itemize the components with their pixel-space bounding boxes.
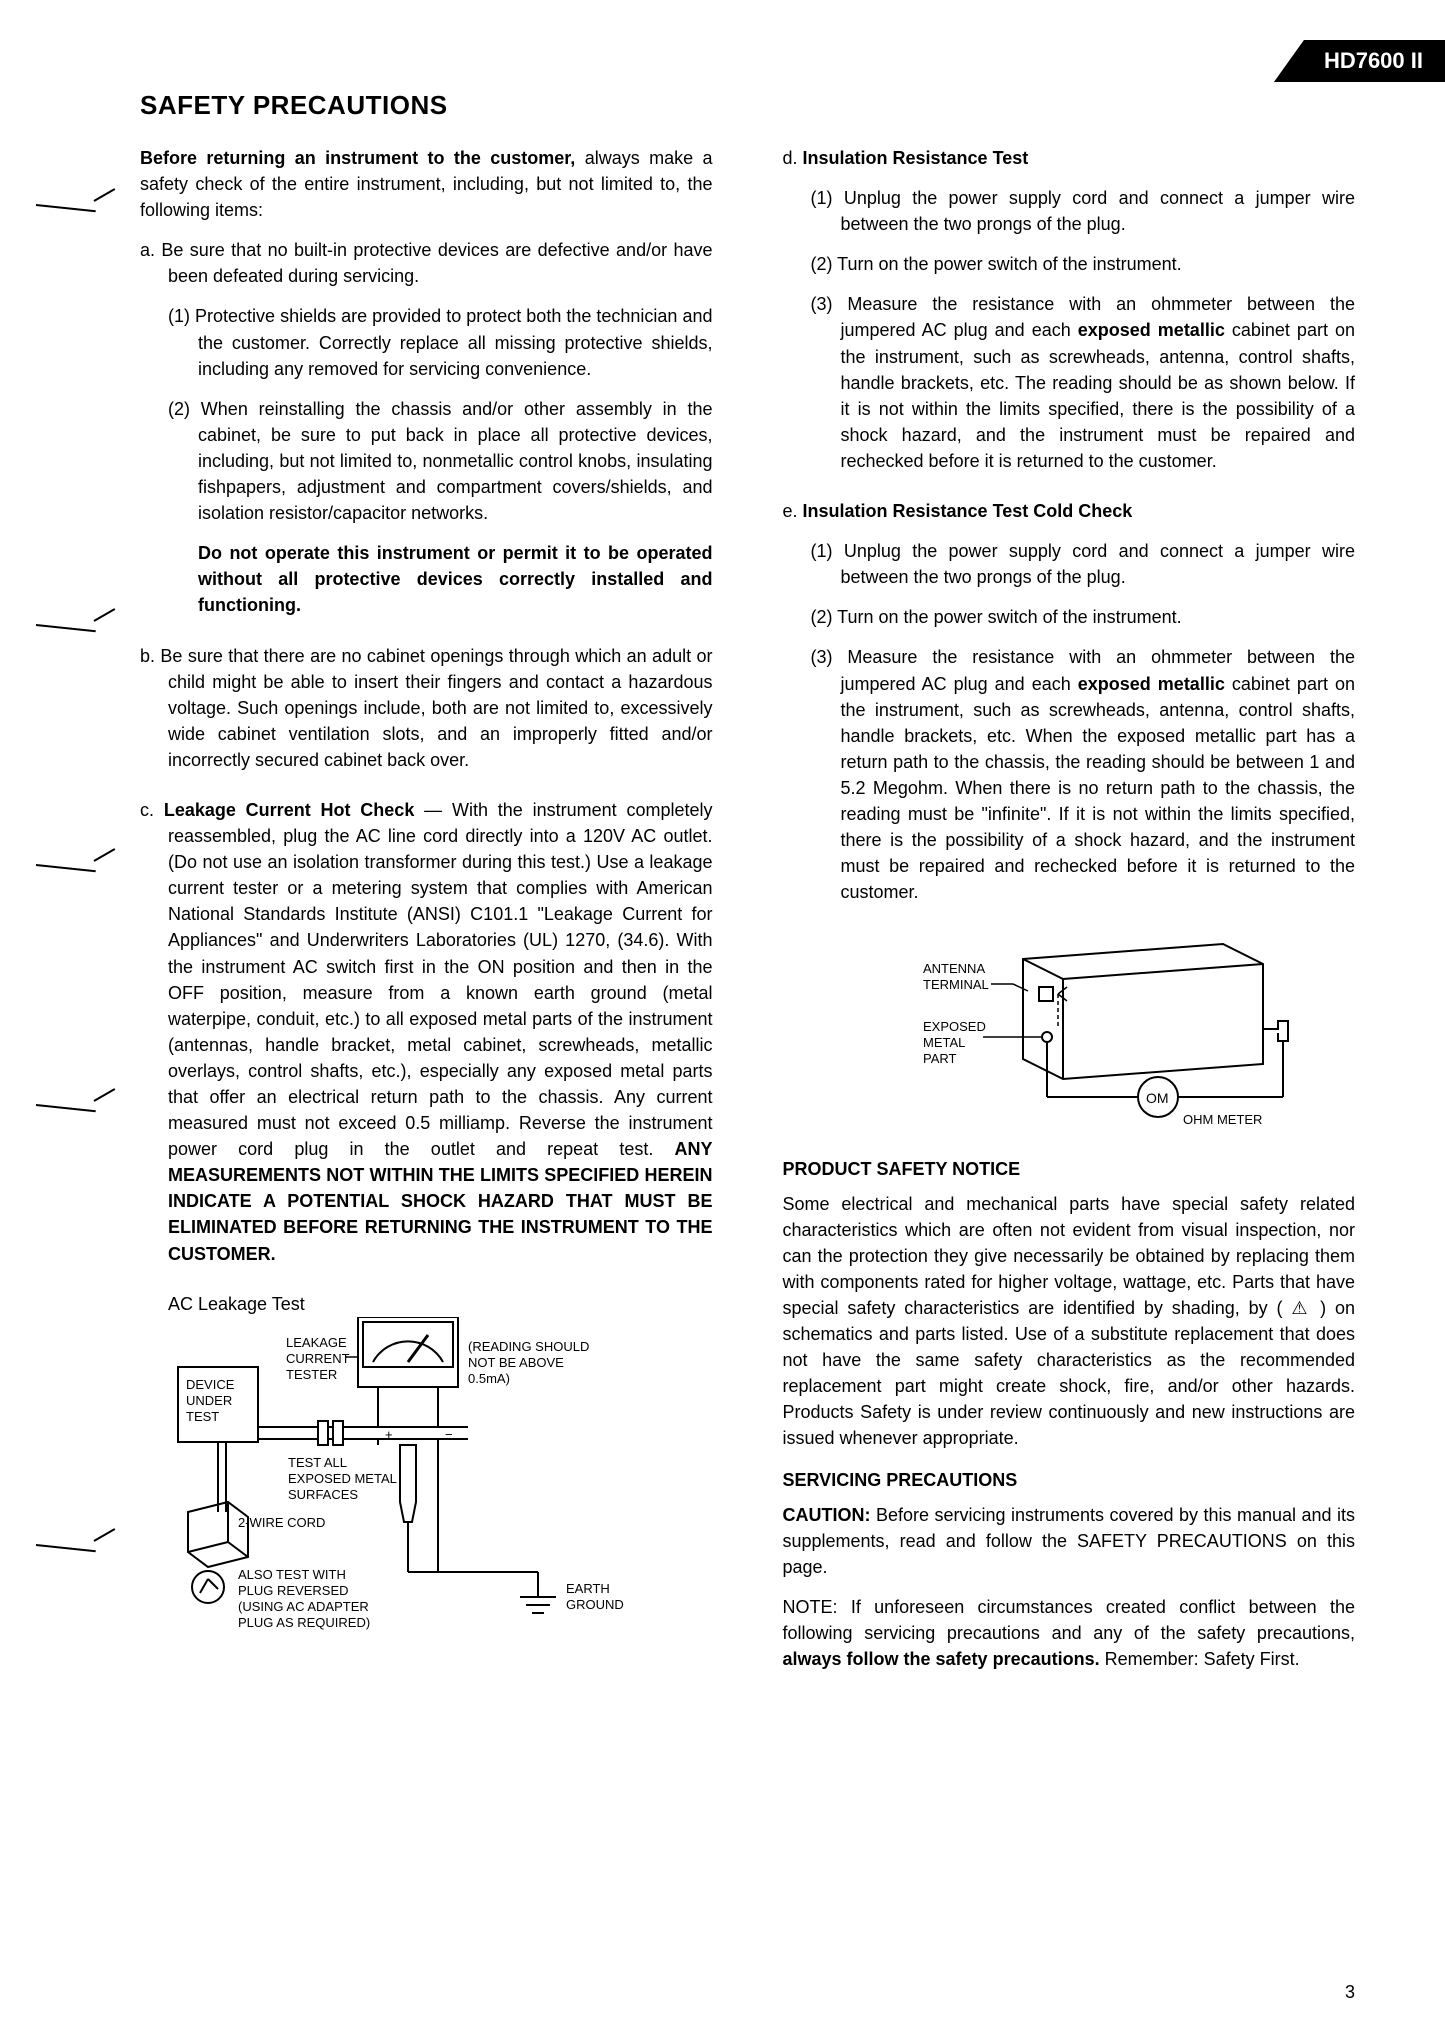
left-column: Before returning an instrument to the cu… bbox=[140, 145, 713, 1686]
reading-label-2: NOT BE ABOVE bbox=[468, 1355, 564, 1370]
d-bold: Insulation Resistance Test bbox=[803, 148, 1029, 168]
e-head: e. Insulation Resistance Test Cold Check bbox=[783, 498, 1356, 524]
testall-3: SURFACES bbox=[288, 1487, 358, 1502]
binder-tick bbox=[36, 610, 104, 640]
sp-note-bold: always follow the safety precautions. bbox=[783, 1649, 1100, 1669]
d3: (3) Measure the resistance with an ohmme… bbox=[783, 291, 1356, 474]
twowire-label: 2-WIRE CORD bbox=[238, 1515, 325, 1530]
item-e: e. Insulation Resistance Test Cold Check… bbox=[783, 498, 1356, 905]
item-c: c. Leakage Current Hot Check — With the … bbox=[140, 797, 713, 1267]
d3b: cabinet part on the instrument, such as … bbox=[841, 320, 1356, 470]
ac-leakage-block: AC Leakage Test + − LEAKAGE CURRENT bbox=[140, 1291, 713, 1664]
e1: (1) Unplug the power supply cord and con… bbox=[783, 538, 1356, 590]
exposed-3: PART bbox=[923, 1051, 957, 1066]
antenna-1: ANTENNA bbox=[923, 961, 985, 976]
device-label-2: UNDER bbox=[186, 1393, 232, 1408]
alsotest-3: (USING AC ADAPTER bbox=[238, 1599, 369, 1614]
leakage-label-3: TESTER bbox=[286, 1367, 337, 1382]
e3bold: exposed metallic bbox=[1078, 674, 1225, 694]
e3b: cabinet part on the instrument, such as … bbox=[841, 674, 1356, 903]
testall-2: EXPOSED METAL bbox=[288, 1471, 397, 1486]
psn-title: PRODUCT SAFETY NOTICE bbox=[783, 1156, 1356, 1182]
ohmmeter-block: ANTENNA TERMINAL EXPOSED METAL PART bbox=[783, 929, 1356, 1136]
a-lead: a. Be sure that no built-in protective d… bbox=[140, 237, 713, 289]
e-bold: Insulation Resistance Test Cold Check bbox=[803, 501, 1133, 521]
alsotest-1: ALSO TEST WITH bbox=[238, 1567, 346, 1582]
d-marker: d. bbox=[783, 148, 803, 168]
probe-icon bbox=[400, 1445, 416, 1522]
e2: (2) Turn on the power switch of the inst… bbox=[783, 604, 1356, 630]
model-badge: HD7600 II bbox=[1274, 40, 1445, 82]
sp-note: NOTE: If unforeseen circumstances create… bbox=[783, 1594, 1356, 1672]
reversed-plug-icon bbox=[192, 1571, 224, 1603]
a1: (1) Protective shields are provided to p… bbox=[140, 303, 713, 381]
alsotest-4: PLUG AS REQUIRED) bbox=[238, 1615, 370, 1630]
binder-tick bbox=[36, 1090, 104, 1120]
testall-1: TEST ALL bbox=[288, 1455, 347, 1470]
reading-label-3: 0.5mA) bbox=[468, 1371, 510, 1386]
exposed-2: METAL bbox=[923, 1035, 965, 1050]
psn-body: Some electrical and mechanical parts hav… bbox=[783, 1191, 1356, 1452]
intro: Before returning an instrument to the cu… bbox=[140, 145, 713, 223]
ac-leakage-diagram: + − LEAKAGE CURRENT TESTER (READING SHOU… bbox=[168, 1317, 688, 1657]
binder-tick bbox=[36, 1530, 104, 1560]
item-b: b. Be sure that there are no cabinet ope… bbox=[140, 643, 713, 773]
d-head: d. Insulation Resistance Test bbox=[783, 145, 1356, 171]
item-a: a. Be sure that no built-in protective d… bbox=[140, 237, 713, 618]
leakage-label-1: LEAKAGE bbox=[286, 1335, 347, 1350]
page-number: 3 bbox=[1345, 1982, 1355, 2003]
d3bold: exposed metallic bbox=[1078, 320, 1225, 340]
earth-1: EARTH bbox=[566, 1581, 610, 1596]
intro-bold: Before returning an instrument to the cu… bbox=[140, 148, 575, 168]
page-title: SAFETY PRECAUTIONS bbox=[140, 90, 1355, 121]
columns: Before returning an instrument to the cu… bbox=[140, 145, 1355, 1686]
d2: (2) Turn on the power switch of the inst… bbox=[783, 251, 1356, 277]
e-marker: e. bbox=[783, 501, 803, 521]
a2: (2) When reinstalling the chassis and/or… bbox=[140, 396, 713, 526]
binder-tick bbox=[36, 190, 104, 220]
a2-bold: Do not operate this instrument or permit… bbox=[140, 540, 713, 618]
sp-note-a: NOTE: If unforeseen circumstances create… bbox=[783, 1597, 1356, 1643]
sp-caution-bold: CAUTION: bbox=[783, 1505, 871, 1525]
antenna-2: TERMINAL bbox=[923, 977, 989, 992]
page: HD7600 II SAFETY PRECAUTIONS Before retu… bbox=[0, 0, 1445, 2033]
om-label: OM bbox=[1146, 1090, 1169, 1106]
right-column: d. Insulation Resistance Test (1) Unplug… bbox=[783, 145, 1356, 1686]
sp-title: SERVICING PRECAUTIONS bbox=[783, 1467, 1356, 1493]
leakage-label-2: CURRENT bbox=[286, 1351, 350, 1366]
sp-note-b: Remember: Safety First. bbox=[1100, 1649, 1300, 1669]
item-d: d. Insulation Resistance Test (1) Unplug… bbox=[783, 145, 1356, 474]
device-label-1: DEVICE bbox=[186, 1377, 235, 1392]
c-body: — With the instrument completely reassem… bbox=[168, 800, 713, 1159]
c: c. Leakage Current Hot Check — With the … bbox=[140, 797, 713, 1267]
reading-label-1: (READING SHOULD bbox=[468, 1339, 589, 1354]
sp-caution: CAUTION: Before servicing instruments co… bbox=[783, 1502, 1356, 1580]
b: b. Be sure that there are no cabinet ope… bbox=[140, 643, 713, 773]
ac-leakage-title: AC Leakage Test bbox=[168, 1294, 305, 1314]
e3: (3) Measure the resistance with an ohmme… bbox=[783, 644, 1356, 905]
alsotest-2: PLUG REVERSED bbox=[238, 1583, 349, 1598]
exposed-1: EXPOSED bbox=[923, 1019, 986, 1034]
c-label: c. bbox=[140, 800, 164, 820]
binder-tick bbox=[36, 850, 104, 880]
d1: (1) Unplug the power supply cord and con… bbox=[783, 185, 1356, 237]
ohmmeter-label: OHM METER bbox=[1183, 1112, 1262, 1127]
ohmmeter-diagram: ANTENNA TERMINAL EXPOSED METAL PART bbox=[863, 929, 1303, 1129]
earth-2: GROUND bbox=[566, 1597, 624, 1612]
c-bold1: Leakage Current Hot Check bbox=[164, 800, 415, 820]
device-label-3: TEST bbox=[186, 1409, 219, 1424]
